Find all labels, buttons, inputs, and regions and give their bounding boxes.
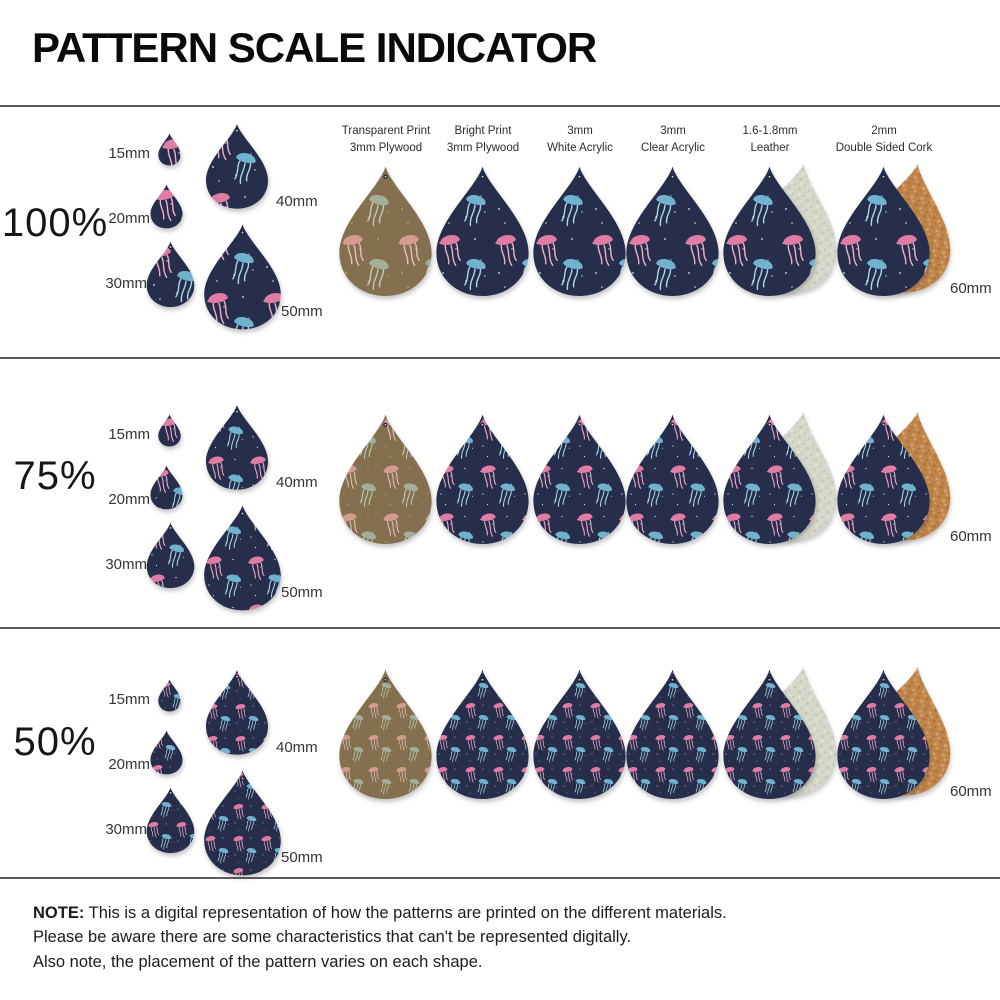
scale-label-1: 75% [13, 454, 97, 498]
material-teardrop-3 [625, 165, 720, 298]
material-teardrop-5 [836, 668, 931, 801]
sample-teardrop-15mm [158, 679, 181, 712]
material-header-0: Transparent Print 3mm Plywood [321, 123, 451, 156]
sample-teardrop-30mm [146, 522, 195, 589]
note-line-3: Also note, the placement of the pattern … [33, 952, 483, 971]
size-label-20mm: 20mm [108, 756, 150, 773]
separator-line [0, 357, 1000, 359]
material-name: Bright Print [454, 125, 512, 137]
note-text: NOTE: This is a digital representation o… [33, 901, 727, 974]
material-teardrop-4 [722, 668, 817, 801]
size-label-50mm: 50mm [281, 303, 323, 320]
material-teardrop-0 [338, 668, 433, 801]
separator-line [0, 105, 1000, 107]
separator-line [0, 627, 1000, 629]
sample-teardrop-40mm [205, 404, 269, 491]
material-teardrop-5 [836, 413, 931, 546]
size-label-40mm: 40mm [276, 193, 318, 210]
sample-teardrop-30mm [146, 787, 195, 854]
page-title: PATTERN SCALE INDICATOR [32, 24, 597, 71]
material-teardrop-0 [338, 413, 433, 546]
material-teardrop-2 [532, 668, 627, 801]
material-header-4: 1.6-1.8mm Leather [705, 123, 835, 156]
material-teardrop-2 [532, 165, 627, 298]
size-label-15mm: 15mm [108, 426, 150, 443]
material-thickness: Leather [750, 141, 790, 154]
size-label-15mm: 15mm [108, 691, 150, 708]
material-teardrop-4 [722, 165, 817, 298]
material-teardrop-2 [532, 413, 627, 546]
material-thickness: 3mm Plywood [349, 141, 423, 154]
scale-label-0: 100% [1, 201, 109, 245]
size-label-50mm: 50mm [281, 849, 323, 866]
material-teardrop-0 [338, 165, 433, 298]
material-thickness: Clear Acrylic [641, 141, 705, 154]
size-label-60mm: 60mm [950, 528, 992, 545]
material-name: 3mm [660, 125, 686, 137]
size-label-30mm: 30mm [105, 275, 147, 292]
size-label-20mm: 20mm [108, 491, 150, 508]
sample-teardrop-20mm [150, 465, 183, 510]
material-thickness: Double Sided Cork [835, 141, 933, 154]
size-label-40mm: 40mm [276, 474, 318, 491]
size-label-30mm: 30mm [105, 556, 147, 573]
sample-teardrop-15mm [158, 133, 181, 166]
sample-teardrop-50mm [203, 769, 282, 877]
material-header-3: 3mm Clear Acrylic [608, 123, 738, 156]
separator-line [0, 877, 1000, 879]
material-thickness: 3mm Plywood [446, 141, 520, 154]
sample-teardrop-20mm [150, 184, 183, 229]
size-label-15mm: 15mm [108, 145, 150, 162]
material-thickness: White Acrylic [547, 141, 613, 154]
sample-teardrop-50mm [203, 223, 282, 331]
material-teardrop-1 [435, 165, 530, 298]
note-line-2: Please be aware there are some character… [33, 928, 632, 947]
material-teardrop-3 [625, 668, 720, 801]
material-name: Transparent Print [341, 125, 431, 137]
size-label-50mm: 50mm [281, 584, 323, 601]
sample-teardrop-40mm [205, 669, 269, 756]
sample-teardrop-20mm [150, 730, 183, 775]
material-teardrop-5 [836, 165, 931, 298]
material-name: 3mm [567, 125, 593, 137]
sample-teardrop-15mm [158, 414, 181, 447]
note-label: NOTE: [33, 904, 85, 922]
sample-teardrop-30mm [146, 241, 195, 308]
material-teardrop-1 [435, 413, 530, 546]
material-header-2: 3mm White Acrylic [515, 123, 645, 156]
size-label-20mm: 20mm [108, 210, 150, 227]
size-label-40mm: 40mm [276, 739, 318, 756]
material-name: 1.6-1.8mm [742, 125, 798, 137]
material-name: 2mm [871, 125, 897, 137]
material-teardrop-4 [722, 413, 817, 546]
size-label-30mm: 30mm [105, 821, 147, 838]
size-label-60mm: 60mm [950, 280, 992, 297]
sample-teardrop-50mm [203, 504, 282, 612]
material-teardrop-1 [435, 668, 530, 801]
material-header-1: Bright Print 3mm Plywood [418, 123, 548, 156]
size-label-60mm: 60mm [950, 783, 992, 800]
scale-label-2: 50% [13, 720, 97, 764]
material-teardrop-3 [625, 413, 720, 546]
sample-teardrop-40mm [205, 123, 269, 210]
material-header-5: 2mm Double Sided Cork [819, 123, 949, 156]
note-line-1: This is a digital representation of how … [88, 904, 727, 922]
